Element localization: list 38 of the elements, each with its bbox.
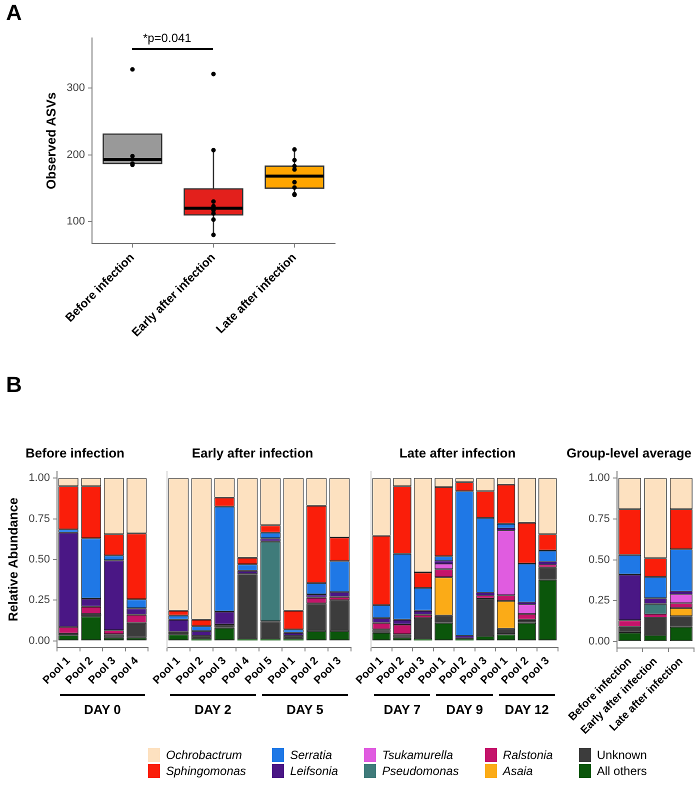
chart-title: Early after infection xyxy=(192,445,314,460)
legend-label: Serratia xyxy=(290,748,332,762)
y-tick-label: 0.50 xyxy=(588,554,610,566)
text: DAY 9 xyxy=(445,702,484,717)
y-tick-label: 1.00 xyxy=(588,472,610,484)
text: DAY 5 xyxy=(286,702,324,717)
legend-label: Ochrobactrum xyxy=(166,748,242,762)
y-tick-label: 0.50 xyxy=(28,553,50,566)
y-tick-label: 0.25 xyxy=(588,594,610,607)
y-tick-label: 0.25 xyxy=(28,594,50,606)
text: DAY 7 xyxy=(382,702,422,717)
legend-label: Sphingomonas xyxy=(166,764,246,778)
y-tick-label: 0.00 xyxy=(28,634,50,647)
text: A xyxy=(6,0,23,26)
y-tick-label: 0.00 xyxy=(588,636,610,648)
y-axis-title: Observed ASVs xyxy=(43,92,58,190)
legend-label: Leifsonia xyxy=(290,764,338,778)
chart-title: Group-level average xyxy=(566,445,692,460)
legend-label: Asaia xyxy=(502,764,533,778)
y-tick-label: 1.00 xyxy=(28,472,50,484)
text: B xyxy=(6,372,23,398)
text: DAY 12 xyxy=(504,702,550,717)
y-tick-label: 300 xyxy=(66,82,85,94)
legend-label: Pseudomonas xyxy=(382,764,459,778)
chart-title: Late after infection xyxy=(399,445,516,460)
legend-label: Tsukamurella xyxy=(382,748,454,762)
text: DAY 2 xyxy=(194,702,232,717)
annotation: *p=0.041 xyxy=(142,31,192,45)
chart-title: Before infection xyxy=(26,445,125,460)
legend-label: Ralstonia xyxy=(502,748,553,762)
y-axis-title: Relative Abundance xyxy=(5,498,20,622)
y-tick-label: 0.75 xyxy=(28,512,50,525)
text: DAY 0 xyxy=(83,702,122,717)
y-tick-label: 100 xyxy=(66,216,85,228)
legend-label: All others xyxy=(596,764,647,778)
y-tick-label: 200 xyxy=(66,148,85,161)
y-tick-label: 0.75 xyxy=(588,513,610,526)
legend-label: Unknown xyxy=(596,748,647,762)
